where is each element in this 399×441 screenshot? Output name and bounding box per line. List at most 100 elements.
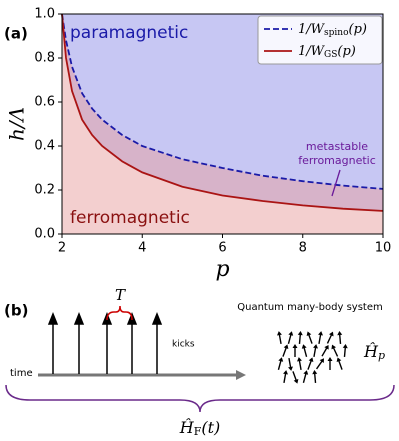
spin [301, 344, 308, 357]
hf-label: ĤF(t) [179, 417, 221, 439]
spin [313, 344, 318, 358]
y-tick-label: 1.0 [34, 7, 55, 22]
spin [292, 344, 298, 357]
spin [282, 344, 289, 357]
spin-head [329, 331, 334, 337]
spin [277, 357, 284, 370]
spin [331, 344, 339, 357]
kicks-label: kicks [172, 340, 195, 350]
legend-label: 1/Wspino(p) [298, 22, 367, 38]
ferromagnetic-region [62, 14, 383, 234]
hp-base: Ĥ [363, 341, 379, 361]
x-axis-label: p [215, 257, 229, 282]
kick-head [151, 311, 163, 325]
spin-stem [283, 372, 287, 384]
spin-stem [313, 346, 317, 358]
spin [297, 331, 303, 345]
kicks [47, 311, 163, 374]
spin-stem [298, 333, 302, 345]
spin [277, 331, 282, 345]
spin [326, 331, 334, 344]
spin-head [293, 378, 299, 384]
spin-head [313, 344, 318, 349]
spin-head [318, 331, 323, 336]
spin [321, 344, 329, 357]
x-tick-label: 4 [138, 241, 146, 256]
spin-head [331, 344, 336, 350]
spin-stem [313, 372, 317, 384]
spin-head [303, 370, 309, 375]
spin-stem [321, 347, 328, 357]
spin-head [306, 331, 312, 337]
y-tick-label: 0.0 [34, 227, 55, 242]
series-line [61, 13, 384, 212]
spin [312, 370, 318, 384]
spin-stem [315, 360, 323, 370]
annotation-arrow [331, 169, 341, 197]
y-tick-label: 0.8 [34, 51, 55, 66]
spin-stem [307, 334, 313, 344]
spin [283, 370, 288, 384]
spin-stem [277, 359, 282, 370]
hf-tail: (t) [201, 418, 220, 437]
spin-stem [338, 333, 342, 345]
hp-sub: p [378, 349, 385, 362]
period-label: T [115, 286, 126, 304]
spin [297, 357, 302, 371]
y-tick-label: 0.2 [34, 183, 55, 198]
spin-stem [278, 333, 282, 345]
spin-stem [292, 371, 298, 381]
spin [336, 357, 343, 370]
legend-label: 1/WGS(p) [298, 44, 356, 60]
spin [318, 331, 323, 345]
spin [292, 371, 299, 384]
spin-head [288, 366, 293, 371]
spin-head [336, 357, 342, 363]
panel-label: (a) [4, 25, 28, 43]
hf-sub: F [194, 425, 202, 438]
floquet-brace [5, 384, 395, 413]
panel-label: (b) [4, 302, 28, 320]
spin-stem [337, 360, 343, 370]
spin [315, 358, 325, 370]
system-label: Quantum many-body system [237, 302, 382, 313]
spin-head [288, 331, 294, 336]
annotation: ferromagnetic [298, 154, 376, 167]
series-line [61, 13, 384, 190]
spin-head [308, 357, 314, 363]
period-brace [106, 305, 133, 321]
y-tick-label: 0.6 [34, 95, 55, 110]
spin [327, 357, 333, 370]
chart: 2 4 6 8 10 0.0 0.2 0.4 0.6 0.8 1.0 p h/Λ paramagnetic… [5, 7, 392, 283]
spin [307, 357, 314, 370]
spin-head [283, 344, 289, 350]
spin-head [319, 358, 325, 363]
time-arrowhead [236, 370, 246, 380]
spin [287, 331, 294, 344]
spin-stem [282, 347, 288, 357]
spin-stem [288, 357, 292, 369]
hp-label: Ĥp [363, 341, 385, 363]
spin-stem [332, 347, 339, 357]
annotation: paramagnetic [70, 23, 188, 43]
spin-head [292, 344, 298, 348]
spin-stem [287, 333, 292, 344]
x-tick-label: 6 [218, 241, 226, 256]
kick-head [73, 311, 85, 325]
spin-head [327, 357, 333, 361]
spin [302, 370, 309, 383]
y-axis-label: h/Λ [5, 107, 29, 141]
x-tick-label: 8 [299, 241, 307, 256]
spin-stem [318, 333, 322, 345]
legend-box [257, 15, 383, 65]
spin [342, 344, 348, 358]
spin-stem [343, 346, 347, 358]
x-tick-label: 10 [375, 241, 392, 256]
spins [277, 331, 348, 384]
spin-stem [326, 334, 333, 344]
hf-base: Ĥ [179, 417, 195, 437]
spin-head [297, 357, 302, 362]
spin-head [342, 344, 348, 349]
spin-head [324, 344, 329, 350]
time-label: time [10, 368, 33, 379]
